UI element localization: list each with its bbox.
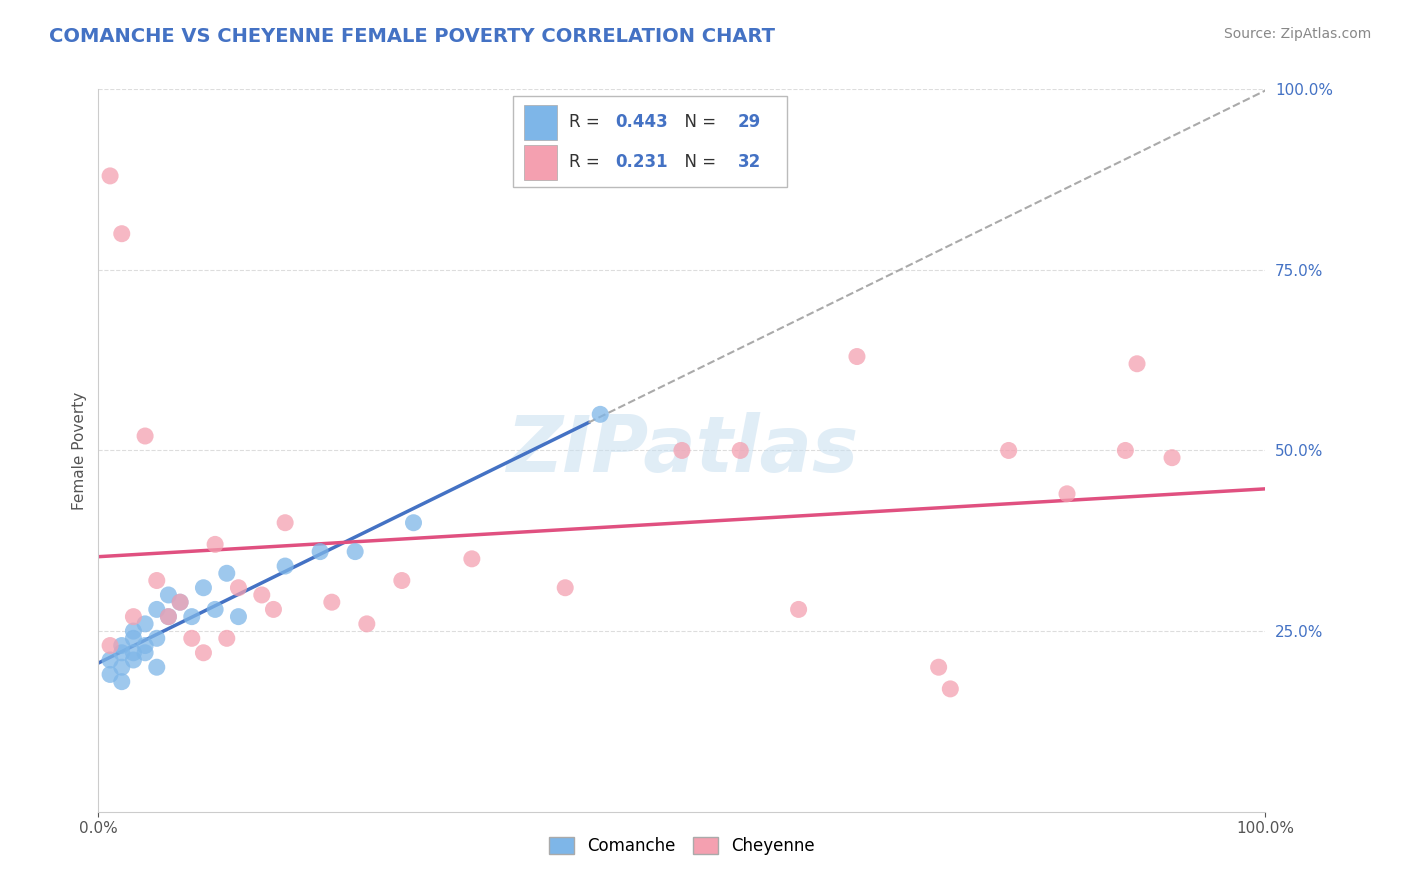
Point xyxy=(554,581,576,595)
Point xyxy=(1126,357,1149,371)
FancyBboxPatch shape xyxy=(513,96,787,186)
Text: 0.443: 0.443 xyxy=(616,112,668,131)
Point xyxy=(122,653,145,667)
Text: R =: R = xyxy=(568,112,605,131)
FancyBboxPatch shape xyxy=(524,145,557,179)
Point xyxy=(111,674,134,689)
Point xyxy=(111,639,134,653)
Point xyxy=(204,602,226,616)
Point xyxy=(344,544,367,558)
Point xyxy=(98,667,121,681)
Point xyxy=(122,609,145,624)
Point xyxy=(274,516,297,530)
Point xyxy=(169,595,191,609)
Point xyxy=(228,581,250,595)
Point xyxy=(309,544,332,558)
Point xyxy=(134,616,156,631)
Point xyxy=(262,602,284,616)
Point xyxy=(787,602,810,616)
Point xyxy=(157,588,180,602)
Point xyxy=(98,653,121,667)
Text: COMANCHE VS CHEYENNE FEMALE POVERTY CORRELATION CHART: COMANCHE VS CHEYENNE FEMALE POVERTY CORR… xyxy=(49,27,775,45)
Text: 32: 32 xyxy=(738,153,761,171)
Text: N =: N = xyxy=(673,153,721,171)
Point xyxy=(134,646,156,660)
Point xyxy=(671,443,693,458)
Text: N =: N = xyxy=(673,112,721,131)
Point xyxy=(228,609,250,624)
Point xyxy=(939,681,962,696)
Point xyxy=(1114,443,1136,458)
Text: ZIPatlas: ZIPatlas xyxy=(506,412,858,489)
Point xyxy=(928,660,950,674)
Point xyxy=(98,169,121,183)
Point xyxy=(193,646,215,660)
Point xyxy=(274,559,297,574)
Point xyxy=(997,443,1019,458)
Point xyxy=(146,602,169,616)
Point xyxy=(180,609,202,624)
Point xyxy=(215,566,238,581)
Point xyxy=(146,632,169,646)
Point xyxy=(356,616,378,631)
Point xyxy=(157,609,180,624)
Point xyxy=(111,660,134,674)
Point xyxy=(134,429,156,443)
Point xyxy=(98,639,121,653)
Point xyxy=(157,609,180,624)
Point xyxy=(122,624,145,639)
Point xyxy=(169,595,191,609)
Point xyxy=(215,632,238,646)
Text: Source: ZipAtlas.com: Source: ZipAtlas.com xyxy=(1223,27,1371,41)
Point xyxy=(1161,450,1184,465)
Point xyxy=(193,581,215,595)
Text: 29: 29 xyxy=(738,112,761,131)
Point xyxy=(321,595,343,609)
Point xyxy=(730,443,752,458)
Text: R =: R = xyxy=(568,153,605,171)
Y-axis label: Female Poverty: Female Poverty xyxy=(72,392,87,509)
Point xyxy=(111,227,134,241)
Point xyxy=(122,632,145,646)
Point xyxy=(391,574,413,588)
Point xyxy=(250,588,273,602)
Point xyxy=(146,660,169,674)
Point xyxy=(134,639,156,653)
Point xyxy=(461,551,484,566)
Point xyxy=(111,646,134,660)
Point xyxy=(1056,487,1078,501)
Point xyxy=(402,516,425,530)
Point xyxy=(122,646,145,660)
Point xyxy=(204,537,226,551)
Point xyxy=(589,407,612,421)
Point xyxy=(846,350,869,364)
Point xyxy=(146,574,169,588)
Legend: Comanche, Cheyenne: Comanche, Cheyenne xyxy=(540,827,824,865)
FancyBboxPatch shape xyxy=(524,105,557,140)
Text: 0.231: 0.231 xyxy=(616,153,668,171)
Point xyxy=(180,632,202,646)
